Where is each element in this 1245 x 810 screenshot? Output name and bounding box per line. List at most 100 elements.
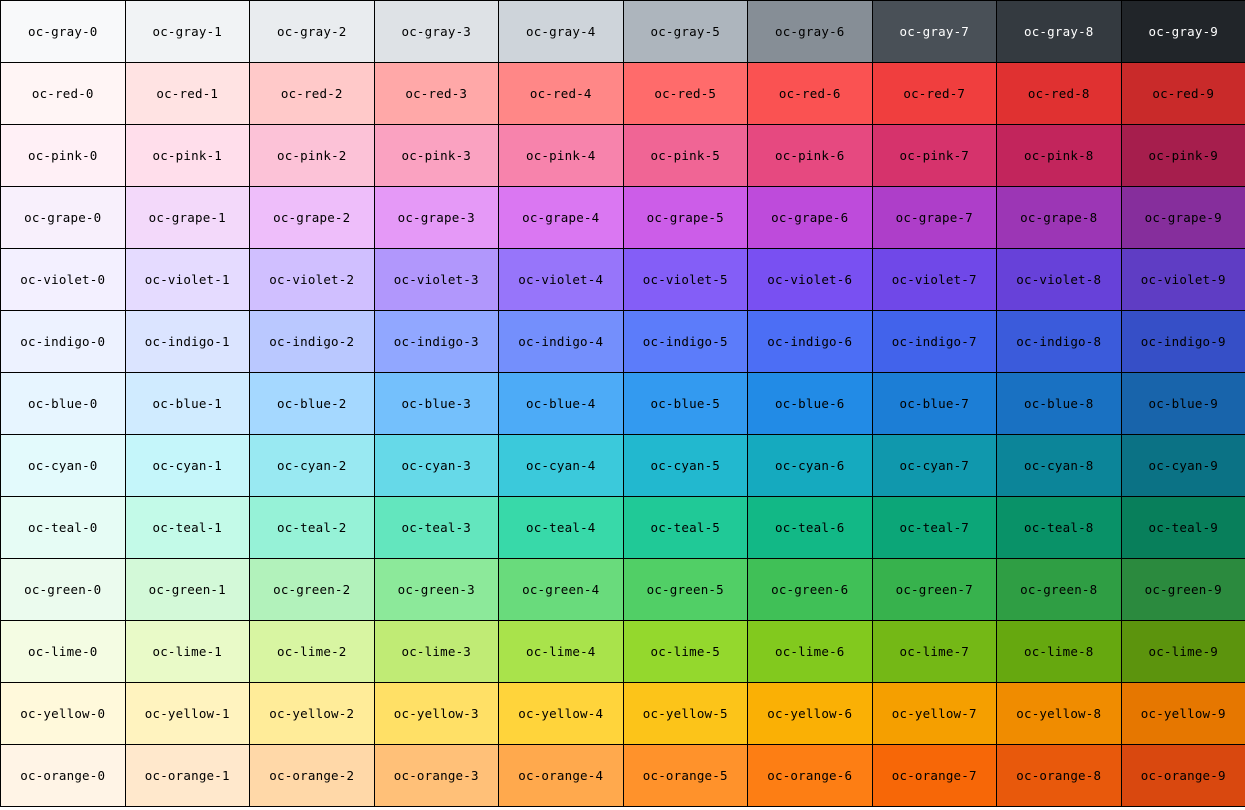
swatch-yellow-9[interactable]: oc-yellow-9 <box>1120 682 1245 745</box>
swatch-cyan-0[interactable]: oc-cyan-0 <box>0 434 126 497</box>
swatch-orange-9[interactable]: oc-orange-9 <box>1120 744 1245 807</box>
swatch-grape-4[interactable]: oc-grape-4 <box>498 186 624 249</box>
swatch-yellow-6[interactable]: oc-yellow-6 <box>747 682 873 745</box>
swatch-orange-0[interactable]: oc-orange-0 <box>0 744 126 807</box>
swatch-indigo-0[interactable]: oc-indigo-0 <box>0 310 126 373</box>
swatch-violet-0[interactable]: oc-violet-0 <box>0 248 126 311</box>
swatch-cyan-2[interactable]: oc-cyan-2 <box>249 434 375 497</box>
swatch-red-8[interactable]: oc-red-8 <box>996 62 1122 125</box>
swatch-yellow-5[interactable]: oc-yellow-5 <box>622 682 748 745</box>
swatch-cyan-1[interactable]: oc-cyan-1 <box>124 434 250 497</box>
swatch-pink-6[interactable]: oc-pink-6 <box>747 124 873 187</box>
swatch-grape-0[interactable]: oc-grape-0 <box>0 186 126 249</box>
swatch-indigo-5[interactable]: oc-indigo-5 <box>622 310 748 373</box>
swatch-blue-1[interactable]: oc-blue-1 <box>124 372 250 435</box>
swatch-orange-3[interactable]: oc-orange-3 <box>373 744 499 807</box>
swatch-yellow-4[interactable]: oc-yellow-4 <box>498 682 624 745</box>
swatch-pink-4[interactable]: oc-pink-4 <box>498 124 624 187</box>
swatch-yellow-7[interactable]: oc-yellow-7 <box>871 682 997 745</box>
swatch-cyan-5[interactable]: oc-cyan-5 <box>622 434 748 497</box>
swatch-gray-3[interactable]: oc-gray-3 <box>373 0 499 63</box>
swatch-red-5[interactable]: oc-red-5 <box>622 62 748 125</box>
swatch-blue-6[interactable]: oc-blue-6 <box>747 372 873 435</box>
swatch-blue-3[interactable]: oc-blue-3 <box>373 372 499 435</box>
swatch-green-2[interactable]: oc-green-2 <box>249 558 375 621</box>
swatch-blue-4[interactable]: oc-blue-4 <box>498 372 624 435</box>
swatch-gray-8[interactable]: oc-gray-8 <box>996 0 1122 63</box>
swatch-blue-8[interactable]: oc-blue-8 <box>996 372 1122 435</box>
swatch-gray-5[interactable]: oc-gray-5 <box>622 0 748 63</box>
swatch-teal-2[interactable]: oc-teal-2 <box>249 496 375 559</box>
swatch-grape-5[interactable]: oc-grape-5 <box>622 186 748 249</box>
swatch-cyan-9[interactable]: oc-cyan-9 <box>1120 434 1245 497</box>
swatch-blue-9[interactable]: oc-blue-9 <box>1120 372 1245 435</box>
swatch-blue-2[interactable]: oc-blue-2 <box>249 372 375 435</box>
swatch-blue-7[interactable]: oc-blue-7 <box>871 372 997 435</box>
swatch-violet-2[interactable]: oc-violet-2 <box>249 248 375 311</box>
swatch-gray-1[interactable]: oc-gray-1 <box>124 0 250 63</box>
swatch-indigo-3[interactable]: oc-indigo-3 <box>373 310 499 373</box>
swatch-red-4[interactable]: oc-red-4 <box>498 62 624 125</box>
swatch-yellow-0[interactable]: oc-yellow-0 <box>0 682 126 745</box>
swatch-green-7[interactable]: oc-green-7 <box>871 558 997 621</box>
swatch-teal-5[interactable]: oc-teal-5 <box>622 496 748 559</box>
swatch-gray-6[interactable]: oc-gray-6 <box>747 0 873 63</box>
swatch-gray-9[interactable]: oc-gray-9 <box>1120 0 1245 63</box>
swatch-gray-0[interactable]: oc-gray-0 <box>0 0 126 63</box>
swatch-pink-5[interactable]: oc-pink-5 <box>622 124 748 187</box>
swatch-blue-0[interactable]: oc-blue-0 <box>0 372 126 435</box>
swatch-teal-4[interactable]: oc-teal-4 <box>498 496 624 559</box>
swatch-green-8[interactable]: oc-green-8 <box>996 558 1122 621</box>
swatch-pink-7[interactable]: oc-pink-7 <box>871 124 997 187</box>
swatch-pink-8[interactable]: oc-pink-8 <box>996 124 1122 187</box>
swatch-red-3[interactable]: oc-red-3 <box>373 62 499 125</box>
swatch-violet-3[interactable]: oc-violet-3 <box>373 248 499 311</box>
swatch-lime-3[interactable]: oc-lime-3 <box>373 620 499 683</box>
swatch-cyan-7[interactable]: oc-cyan-7 <box>871 434 997 497</box>
swatch-orange-2[interactable]: oc-orange-2 <box>249 744 375 807</box>
swatch-grape-7[interactable]: oc-grape-7 <box>871 186 997 249</box>
swatch-cyan-4[interactable]: oc-cyan-4 <box>498 434 624 497</box>
swatch-violet-6[interactable]: oc-violet-6 <box>747 248 873 311</box>
swatch-pink-3[interactable]: oc-pink-3 <box>373 124 499 187</box>
swatch-green-9[interactable]: oc-green-9 <box>1120 558 1245 621</box>
swatch-green-3[interactable]: oc-green-3 <box>373 558 499 621</box>
swatch-red-7[interactable]: oc-red-7 <box>871 62 997 125</box>
swatch-violet-7[interactable]: oc-violet-7 <box>871 248 997 311</box>
swatch-green-4[interactable]: oc-green-4 <box>498 558 624 621</box>
swatch-green-0[interactable]: oc-green-0 <box>0 558 126 621</box>
swatch-green-1[interactable]: oc-green-1 <box>124 558 250 621</box>
swatch-pink-0[interactable]: oc-pink-0 <box>0 124 126 187</box>
swatch-lime-8[interactable]: oc-lime-8 <box>996 620 1122 683</box>
swatch-teal-7[interactable]: oc-teal-7 <box>871 496 997 559</box>
swatch-red-2[interactable]: oc-red-2 <box>249 62 375 125</box>
swatch-indigo-9[interactable]: oc-indigo-9 <box>1120 310 1245 373</box>
swatch-violet-4[interactable]: oc-violet-4 <box>498 248 624 311</box>
swatch-orange-4[interactable]: oc-orange-4 <box>498 744 624 807</box>
swatch-lime-6[interactable]: oc-lime-6 <box>747 620 873 683</box>
swatch-gray-2[interactable]: oc-gray-2 <box>249 0 375 63</box>
swatch-red-1[interactable]: oc-red-1 <box>124 62 250 125</box>
swatch-yellow-3[interactable]: oc-yellow-3 <box>373 682 499 745</box>
swatch-teal-0[interactable]: oc-teal-0 <box>0 496 126 559</box>
swatch-lime-4[interactable]: oc-lime-4 <box>498 620 624 683</box>
swatch-red-0[interactable]: oc-red-0 <box>0 62 126 125</box>
swatch-lime-0[interactable]: oc-lime-0 <box>0 620 126 683</box>
swatch-grape-8[interactable]: oc-grape-8 <box>996 186 1122 249</box>
swatch-grape-3[interactable]: oc-grape-3 <box>373 186 499 249</box>
swatch-orange-1[interactable]: oc-orange-1 <box>124 744 250 807</box>
swatch-indigo-8[interactable]: oc-indigo-8 <box>996 310 1122 373</box>
swatch-red-6[interactable]: oc-red-6 <box>747 62 873 125</box>
swatch-pink-1[interactable]: oc-pink-1 <box>124 124 250 187</box>
swatch-yellow-8[interactable]: oc-yellow-8 <box>996 682 1122 745</box>
swatch-orange-7[interactable]: oc-orange-7 <box>871 744 997 807</box>
swatch-violet-8[interactable]: oc-violet-8 <box>996 248 1122 311</box>
swatch-indigo-1[interactable]: oc-indigo-1 <box>124 310 250 373</box>
swatch-lime-9[interactable]: oc-lime-9 <box>1120 620 1245 683</box>
swatch-cyan-3[interactable]: oc-cyan-3 <box>373 434 499 497</box>
swatch-lime-2[interactable]: oc-lime-2 <box>249 620 375 683</box>
swatch-grape-2[interactable]: oc-grape-2 <box>249 186 375 249</box>
swatch-orange-5[interactable]: oc-orange-5 <box>622 744 748 807</box>
swatch-yellow-2[interactable]: oc-yellow-2 <box>249 682 375 745</box>
swatch-teal-6[interactable]: oc-teal-6 <box>747 496 873 559</box>
